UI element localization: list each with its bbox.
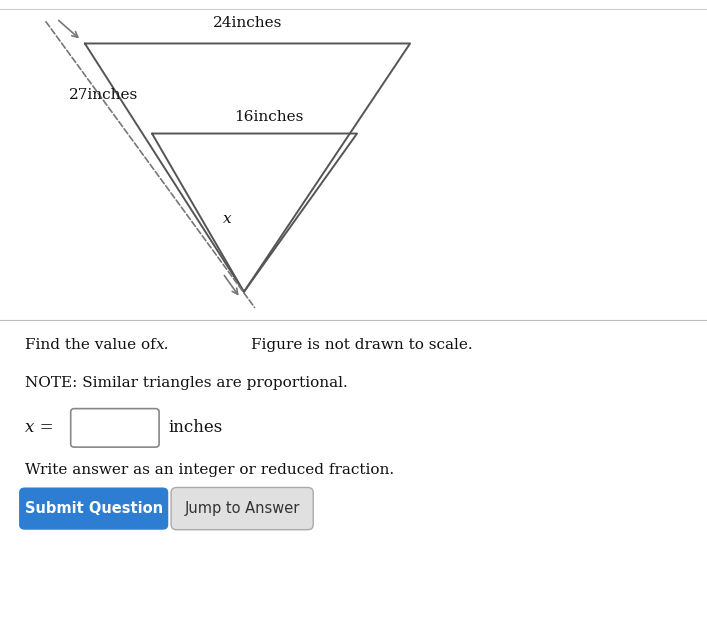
Text: x: x bbox=[223, 212, 231, 226]
Text: NOTE: Similar triangles are proportional.: NOTE: Similar triangles are proportional… bbox=[25, 376, 348, 390]
Text: Figure is not drawn to scale.: Figure is not drawn to scale. bbox=[251, 338, 472, 353]
Text: 16inches: 16inches bbox=[234, 110, 303, 124]
Text: x.: x. bbox=[156, 338, 169, 353]
Text: inches: inches bbox=[168, 419, 223, 436]
Text: 27inches: 27inches bbox=[69, 88, 138, 102]
FancyBboxPatch shape bbox=[171, 487, 313, 530]
Text: Submit Question: Submit Question bbox=[25, 501, 163, 516]
Text: Find the value of: Find the value of bbox=[25, 338, 160, 353]
Text: x =: x = bbox=[25, 419, 53, 436]
Text: 24inches: 24inches bbox=[213, 16, 282, 30]
FancyBboxPatch shape bbox=[71, 409, 159, 447]
FancyBboxPatch shape bbox=[19, 487, 168, 530]
Text: Write answer as an integer or reduced fraction.: Write answer as an integer or reduced fr… bbox=[25, 463, 394, 477]
Text: Jump to Answer: Jump to Answer bbox=[185, 501, 300, 516]
